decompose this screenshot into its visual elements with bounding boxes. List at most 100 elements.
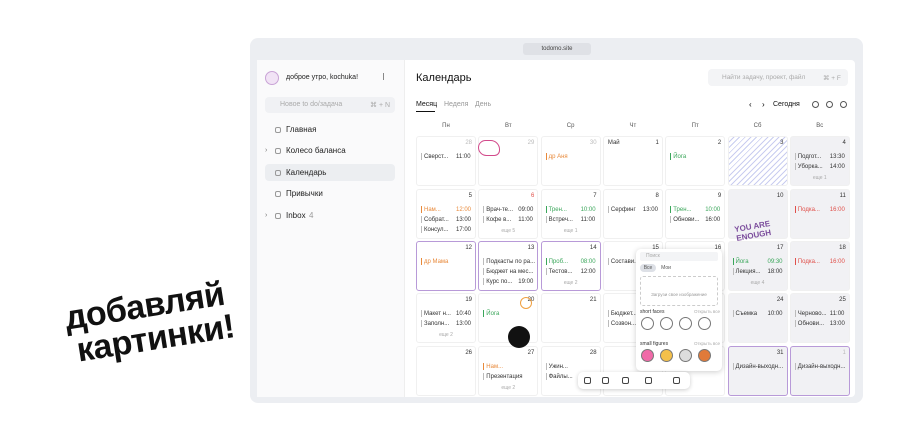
event-title[interactable]: Трен... [548, 207, 567, 213]
day-cell[interactable] [665, 136, 726, 186]
event-title[interactable]: Подка... [797, 259, 820, 265]
day-cell[interactable] [540, 136, 601, 186]
event-title[interactable]: Йога [673, 154, 687, 160]
nav-label[interactable]: Inbox [286, 211, 306, 220]
event-title[interactable]: Съемка [735, 311, 758, 317]
event-title[interactable]: Трен... [673, 207, 692, 213]
day-cell[interactable] [727, 346, 788, 396]
event-title[interactable]: Врач-те... [486, 207, 513, 213]
day-cell[interactable] [478, 189, 539, 239]
day-cell[interactable] [416, 293, 476, 343]
upload-box[interactable] [640, 276, 718, 306]
sticker-thumb[interactable] [641, 317, 654, 330]
event-title[interactable]: Собрат... [424, 217, 449, 223]
tool-button[interactable] [673, 377, 680, 384]
new-task-input[interactable] [265, 97, 395, 113]
nav-label[interactable]: Главная [286, 125, 317, 134]
event-title[interactable]: Дизайн-выходн... [735, 364, 784, 370]
event-title[interactable]: Подка... [797, 207, 820, 213]
more-link[interactable]: еще 1 [563, 228, 578, 234]
next[interactable]: › [762, 100, 765, 109]
day-cell[interactable] [540, 241, 601, 291]
day-cell[interactable] [727, 136, 788, 186]
event-title[interactable]: Презентация [486, 374, 523, 380]
day-cell[interactable] [789, 346, 850, 396]
day-cell[interactable] [416, 136, 476, 186]
chevron[interactable]: › [265, 212, 268, 219]
event-title[interactable]: др Мама [424, 259, 449, 265]
prev[interactable]: ‹ [749, 100, 752, 109]
more-link[interactable]: еще 2 [501, 385, 516, 391]
toolbar-icon[interactable] [840, 101, 847, 108]
event-title[interactable]: Состави... [610, 259, 640, 265]
event-title[interactable]: Дизайн-выходн... [797, 364, 846, 370]
event-title[interactable]: Бюджет на мес... [486, 269, 534, 275]
event-title[interactable]: Подкасты по ра... [486, 259, 536, 265]
event-title[interactable]: Подгот... [797, 154, 822, 160]
view-tab[interactable]: День [475, 101, 492, 108]
sticker-thumb[interactable] [698, 349, 711, 362]
event-title[interactable]: Йога [735, 259, 749, 265]
day-cell[interactable] [789, 136, 850, 186]
event-title[interactable]: др Аня [548, 154, 568, 160]
event-title[interactable]: Созвон... [610, 321, 637, 327]
day-cell[interactable] [789, 241, 850, 291]
nav-label[interactable]: Колесо баланса [286, 146, 346, 155]
toolbar-icon[interactable] [812, 101, 819, 108]
event-title[interactable]: Тестов... [548, 269, 573, 275]
sticker-thumb[interactable] [660, 317, 673, 330]
sticker-thumb[interactable] [679, 349, 692, 362]
day-cell[interactable] [789, 293, 850, 343]
more-link[interactable]: еще 1 [812, 175, 827, 181]
event-title[interactable]: Нам... [486, 364, 504, 370]
day-cell[interactable] [665, 189, 726, 239]
sticker-thumb[interactable] [660, 349, 673, 362]
popup-tab[interactable]: Все [640, 264, 656, 272]
event-title[interactable]: Бюджет... [610, 311, 637, 317]
event-title[interactable]: Йога [486, 311, 500, 317]
day-cell[interactable] [727, 241, 788, 291]
event-title[interactable]: Ужин... [548, 364, 568, 370]
sticker-thumb[interactable] [679, 317, 692, 330]
event-title[interactable]: Файлы... [548, 374, 573, 380]
event-title[interactable]: Лекция... [735, 269, 761, 275]
event-title[interactable]: Курс по... [486, 279, 513, 285]
day-cell[interactable] [540, 293, 601, 343]
popup-search[interactable]: Поиск [640, 252, 718, 261]
event-title[interactable]: Серфинг [610, 207, 636, 213]
url-bar[interactable]: todomo.site [523, 43, 591, 55]
view-tab[interactable]: Неделя [444, 101, 469, 108]
event-title[interactable]: Проб... [548, 259, 569, 265]
more-link[interactable]: еще 2 [439, 332, 453, 338]
day-cell[interactable] [727, 189, 788, 239]
event-title[interactable]: Черново... [797, 311, 827, 317]
event-title[interactable]: Уборка... [797, 164, 823, 170]
day-cell[interactable] [540, 189, 601, 239]
nav-selected[interactable] [265, 164, 395, 181]
nav-label[interactable]: Календарь [286, 168, 327, 177]
day-cell[interactable] [478, 346, 539, 396]
event-title[interactable]: Встреч... [548, 217, 573, 223]
day-cell[interactable] [602, 136, 663, 186]
event-title[interactable]: Сверст... [424, 154, 449, 160]
event-title[interactable]: Обнови... [673, 217, 700, 223]
sticker-thumb[interactable] [641, 349, 654, 362]
tool-button[interactable] [645, 377, 652, 384]
tool-button[interactable] [584, 377, 591, 384]
day-cell[interactable] [416, 189, 476, 239]
day-cell[interactable] [416, 346, 476, 396]
nav-label[interactable]: Привычки [286, 189, 323, 198]
event-title[interactable]: Заполн... [424, 321, 450, 327]
event-title[interactable]: Кофе в... [486, 217, 512, 223]
today-button[interactable]: Сегодня [773, 101, 800, 108]
event-title[interactable]: Нам... [424, 207, 441, 213]
day-cell[interactable] [478, 136, 539, 186]
sticker-thumb[interactable] [698, 317, 711, 330]
section-link[interactable]: Открыть все [694, 309, 721, 314]
day-cell[interactable] [416, 241, 476, 291]
event-title[interactable]: Обнови... [797, 321, 825, 327]
collapse-icon[interactable] [383, 73, 389, 80]
tool-button[interactable] [602, 377, 609, 384]
day-cell[interactable] [602, 189, 663, 239]
day-cell[interactable] [789, 189, 850, 239]
